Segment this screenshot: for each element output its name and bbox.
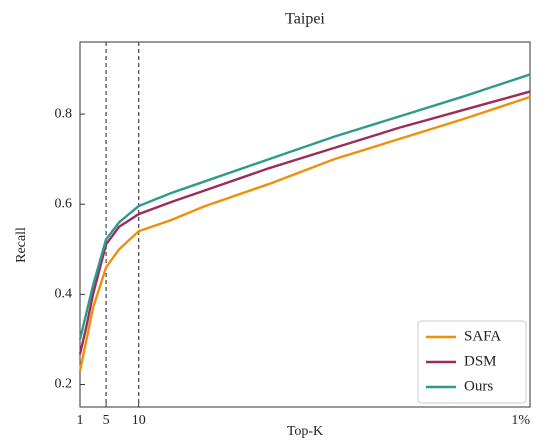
y-axis-label: Recall	[14, 227, 29, 263]
plot-frame	[79, 41, 531, 408]
chart-title: Taipei	[285, 11, 325, 28]
legend-label: DSM	[464, 353, 497, 369]
x-tick-label: 1	[77, 413, 84, 428]
x-tick-label: 10	[132, 413, 146, 428]
y-tick-label: 0.8	[55, 106, 73, 121]
series-line	[78, 73, 531, 340]
y-tick-label: 0.4	[55, 287, 73, 302]
y-tick-label: 0.6	[55, 196, 73, 211]
y-tick-label: 0.2	[55, 377, 73, 392]
x-tick-label: 1%	[511, 413, 530, 428]
x-tick-label: 5	[103, 413, 110, 428]
x-axis-label: Top-K	[287, 424, 323, 439]
legend-box	[417, 320, 527, 404]
legend-label: SAFA	[464, 328, 501, 344]
series-line	[78, 95, 531, 372]
series-line	[78, 90, 531, 355]
legend-label: Ours	[464, 378, 493, 394]
legend: SAFA DSM Ours	[417, 320, 527, 404]
